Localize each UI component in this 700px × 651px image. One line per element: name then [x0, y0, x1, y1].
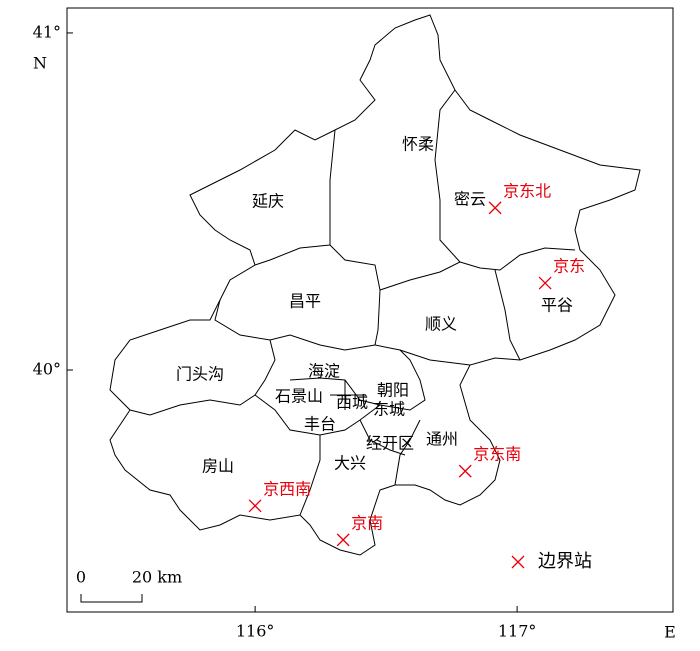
y-axis-label: N: [33, 54, 47, 73]
district-label: 平谷: [541, 296, 573, 315]
station-marker: [248, 499, 262, 513]
district-label: 昌平: [289, 292, 321, 311]
district-label: 怀柔: [402, 135, 434, 154]
station-marker: [336, 533, 350, 547]
scale-bar: 0 20 km: [76, 568, 182, 603]
station-marker: [538, 276, 552, 290]
legend: 边界站: [511, 551, 592, 572]
station-label: 京西南: [263, 479, 311, 498]
station-label: 京东: [553, 257, 585, 276]
district-label: 西城: [336, 393, 368, 412]
frame: [66, 7, 674, 613]
district-labels: 怀柔 延庆 密云 昌平 平谷 顺义 门头沟 海淀 朝阳 石景山 西城 东城 丰台…: [176, 135, 573, 476]
district-label: 朝阳: [377, 381, 409, 400]
district-label: 通州: [426, 430, 458, 449]
scale-bar-label: 20 km: [132, 568, 182, 587]
station-label: 京南: [351, 513, 383, 532]
district-label: 门头沟: [176, 365, 224, 384]
district-label: 经开区: [366, 434, 414, 453]
y-tick-label: 41°: [33, 22, 61, 41]
district-label: 顺义: [425, 315, 457, 334]
x-tick-label: 116°: [236, 622, 275, 641]
station-label: 京东北: [503, 181, 551, 200]
district-label: 丰台: [304, 415, 336, 434]
scale-bar-line: [80, 594, 143, 603]
district-label: 房山: [202, 457, 234, 476]
district-label: 海淀: [308, 362, 340, 381]
legend-marker: [511, 555, 525, 569]
district-label: 石景山: [275, 387, 323, 406]
x-axis-label: E: [664, 623, 676, 642]
scale-bar-label: 0: [76, 568, 86, 587]
legend-label: 边界站: [538, 551, 592, 572]
district-label: 延庆: [252, 192, 284, 211]
y-tick-label: 40°: [33, 359, 61, 378]
district-label: 密云: [454, 190, 486, 209]
station-marker: [488, 201, 502, 215]
station-marker: [458, 464, 472, 478]
district-label: 东城: [373, 400, 405, 419]
x-tick-label: 117°: [498, 622, 537, 641]
station-label: 京东南: [473, 445, 521, 464]
district-label: 大兴: [334, 454, 366, 473]
district-borders: [109, 14, 641, 556]
